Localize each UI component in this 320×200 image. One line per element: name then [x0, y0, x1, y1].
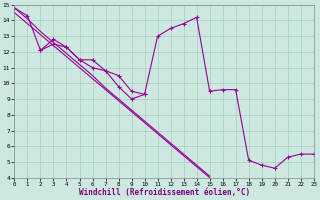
X-axis label: Windchill (Refroidissement éolien,°C): Windchill (Refroidissement éolien,°C): [78, 188, 250, 197]
